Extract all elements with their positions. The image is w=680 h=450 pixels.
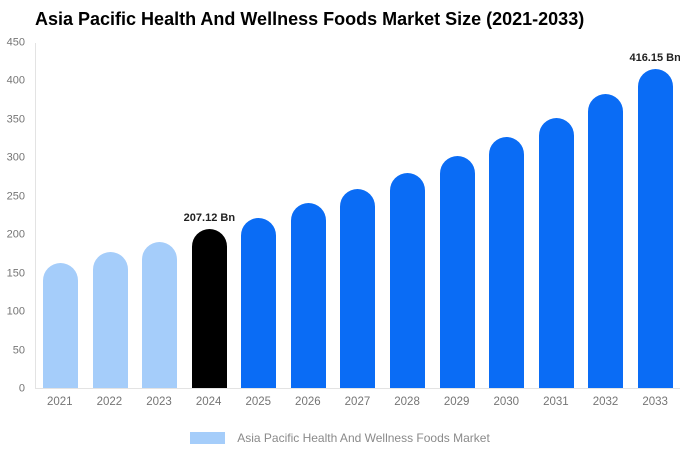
x-tick-label-2028: 2028: [394, 396, 420, 408]
plot-area: 207.12 Bn 416.15 Bn: [35, 43, 680, 389]
legend-label: Asia Pacific Health And Wellness Foods M…: [237, 431, 490, 445]
bar-2033: [637, 68, 673, 388]
bar-column-2024: 207.12 Bn: [183, 43, 236, 388]
x-tick-label-2029: 2029: [443, 396, 470, 408]
legend-swatch: [190, 432, 226, 444]
legend: Asia Pacific Health And Wellness Foods M…: [0, 431, 680, 445]
bar-2030: [489, 137, 525, 388]
bar-2024: [191, 229, 227, 388]
y-tick-label: 250: [6, 190, 25, 203]
bar-2032: [588, 94, 624, 388]
x-tick-label-2030: 2030: [493, 396, 520, 408]
y-tick-label: 350: [6, 113, 25, 126]
y-tick-label: 100: [6, 305, 25, 318]
y-axis: 0 50 100 150 200 250 300 350 400 450: [0, 37, 28, 394]
bar-column-2021: [36, 43, 86, 388]
y-tick-label: 450: [6, 36, 25, 49]
x-tick-label-2033: 2033: [642, 396, 668, 408]
bar-2025: [241, 217, 277, 388]
bar-column-2027: [333, 43, 383, 388]
bar-2026: [290, 203, 326, 388]
chart-title: Asia Pacific Health And Wellness Foods M…: [35, 9, 585, 29]
bar-2022: [92, 251, 128, 388]
x-tick-label-2024: 2024: [195, 396, 222, 408]
bar-column-2031: [531, 43, 581, 388]
x-tick-label-2026: 2026: [295, 396, 321, 408]
x-tick-label-2023: 2023: [146, 396, 172, 408]
y-tick-label: 50: [12, 344, 25, 357]
bar-column-2025: [234, 43, 284, 388]
bar-2021: [43, 263, 79, 388]
bar-column-2033: 416.15 Bn: [629, 43, 680, 388]
bar-column-2030: [482, 43, 532, 388]
bar-value-label-2033: 416.15 Bn: [629, 51, 680, 64]
bar-2023: [142, 241, 178, 388]
bar-2031: [538, 118, 574, 388]
x-tick-label-2022: 2022: [96, 396, 123, 408]
bar-column-2026: [284, 43, 334, 388]
bar-2027: [340, 189, 376, 388]
bar-column-2032: [581, 43, 631, 388]
bar-column-2022: [86, 43, 136, 388]
x-tick-label-2027: 2027: [344, 396, 371, 408]
bar-column-2029: [432, 43, 482, 388]
y-tick-label: 300: [6, 151, 25, 164]
y-tick-label: 400: [6, 74, 25, 87]
x-tick-label-2021: 2021: [47, 396, 73, 408]
x-tick-label-2025: 2025: [245, 396, 272, 408]
x-tick-label-2032: 2032: [592, 396, 619, 408]
y-tick-label: 150: [6, 267, 25, 280]
bar-column-2028: [383, 43, 433, 388]
bar-value-label-2024: 207.12 Bn: [183, 212, 236, 225]
bar-column-2023: [135, 43, 185, 388]
bar-2029: [439, 156, 475, 388]
y-tick-label: 0: [18, 382, 25, 395]
y-tick-label: 200: [6, 228, 25, 241]
x-tick-label-2031: 2031: [543, 396, 569, 408]
x-axis: 2021 2022 2023 2024 2025 2026 2027 2028 2029 2030…: [35, 396, 680, 408]
bar-2028: [389, 173, 425, 388]
